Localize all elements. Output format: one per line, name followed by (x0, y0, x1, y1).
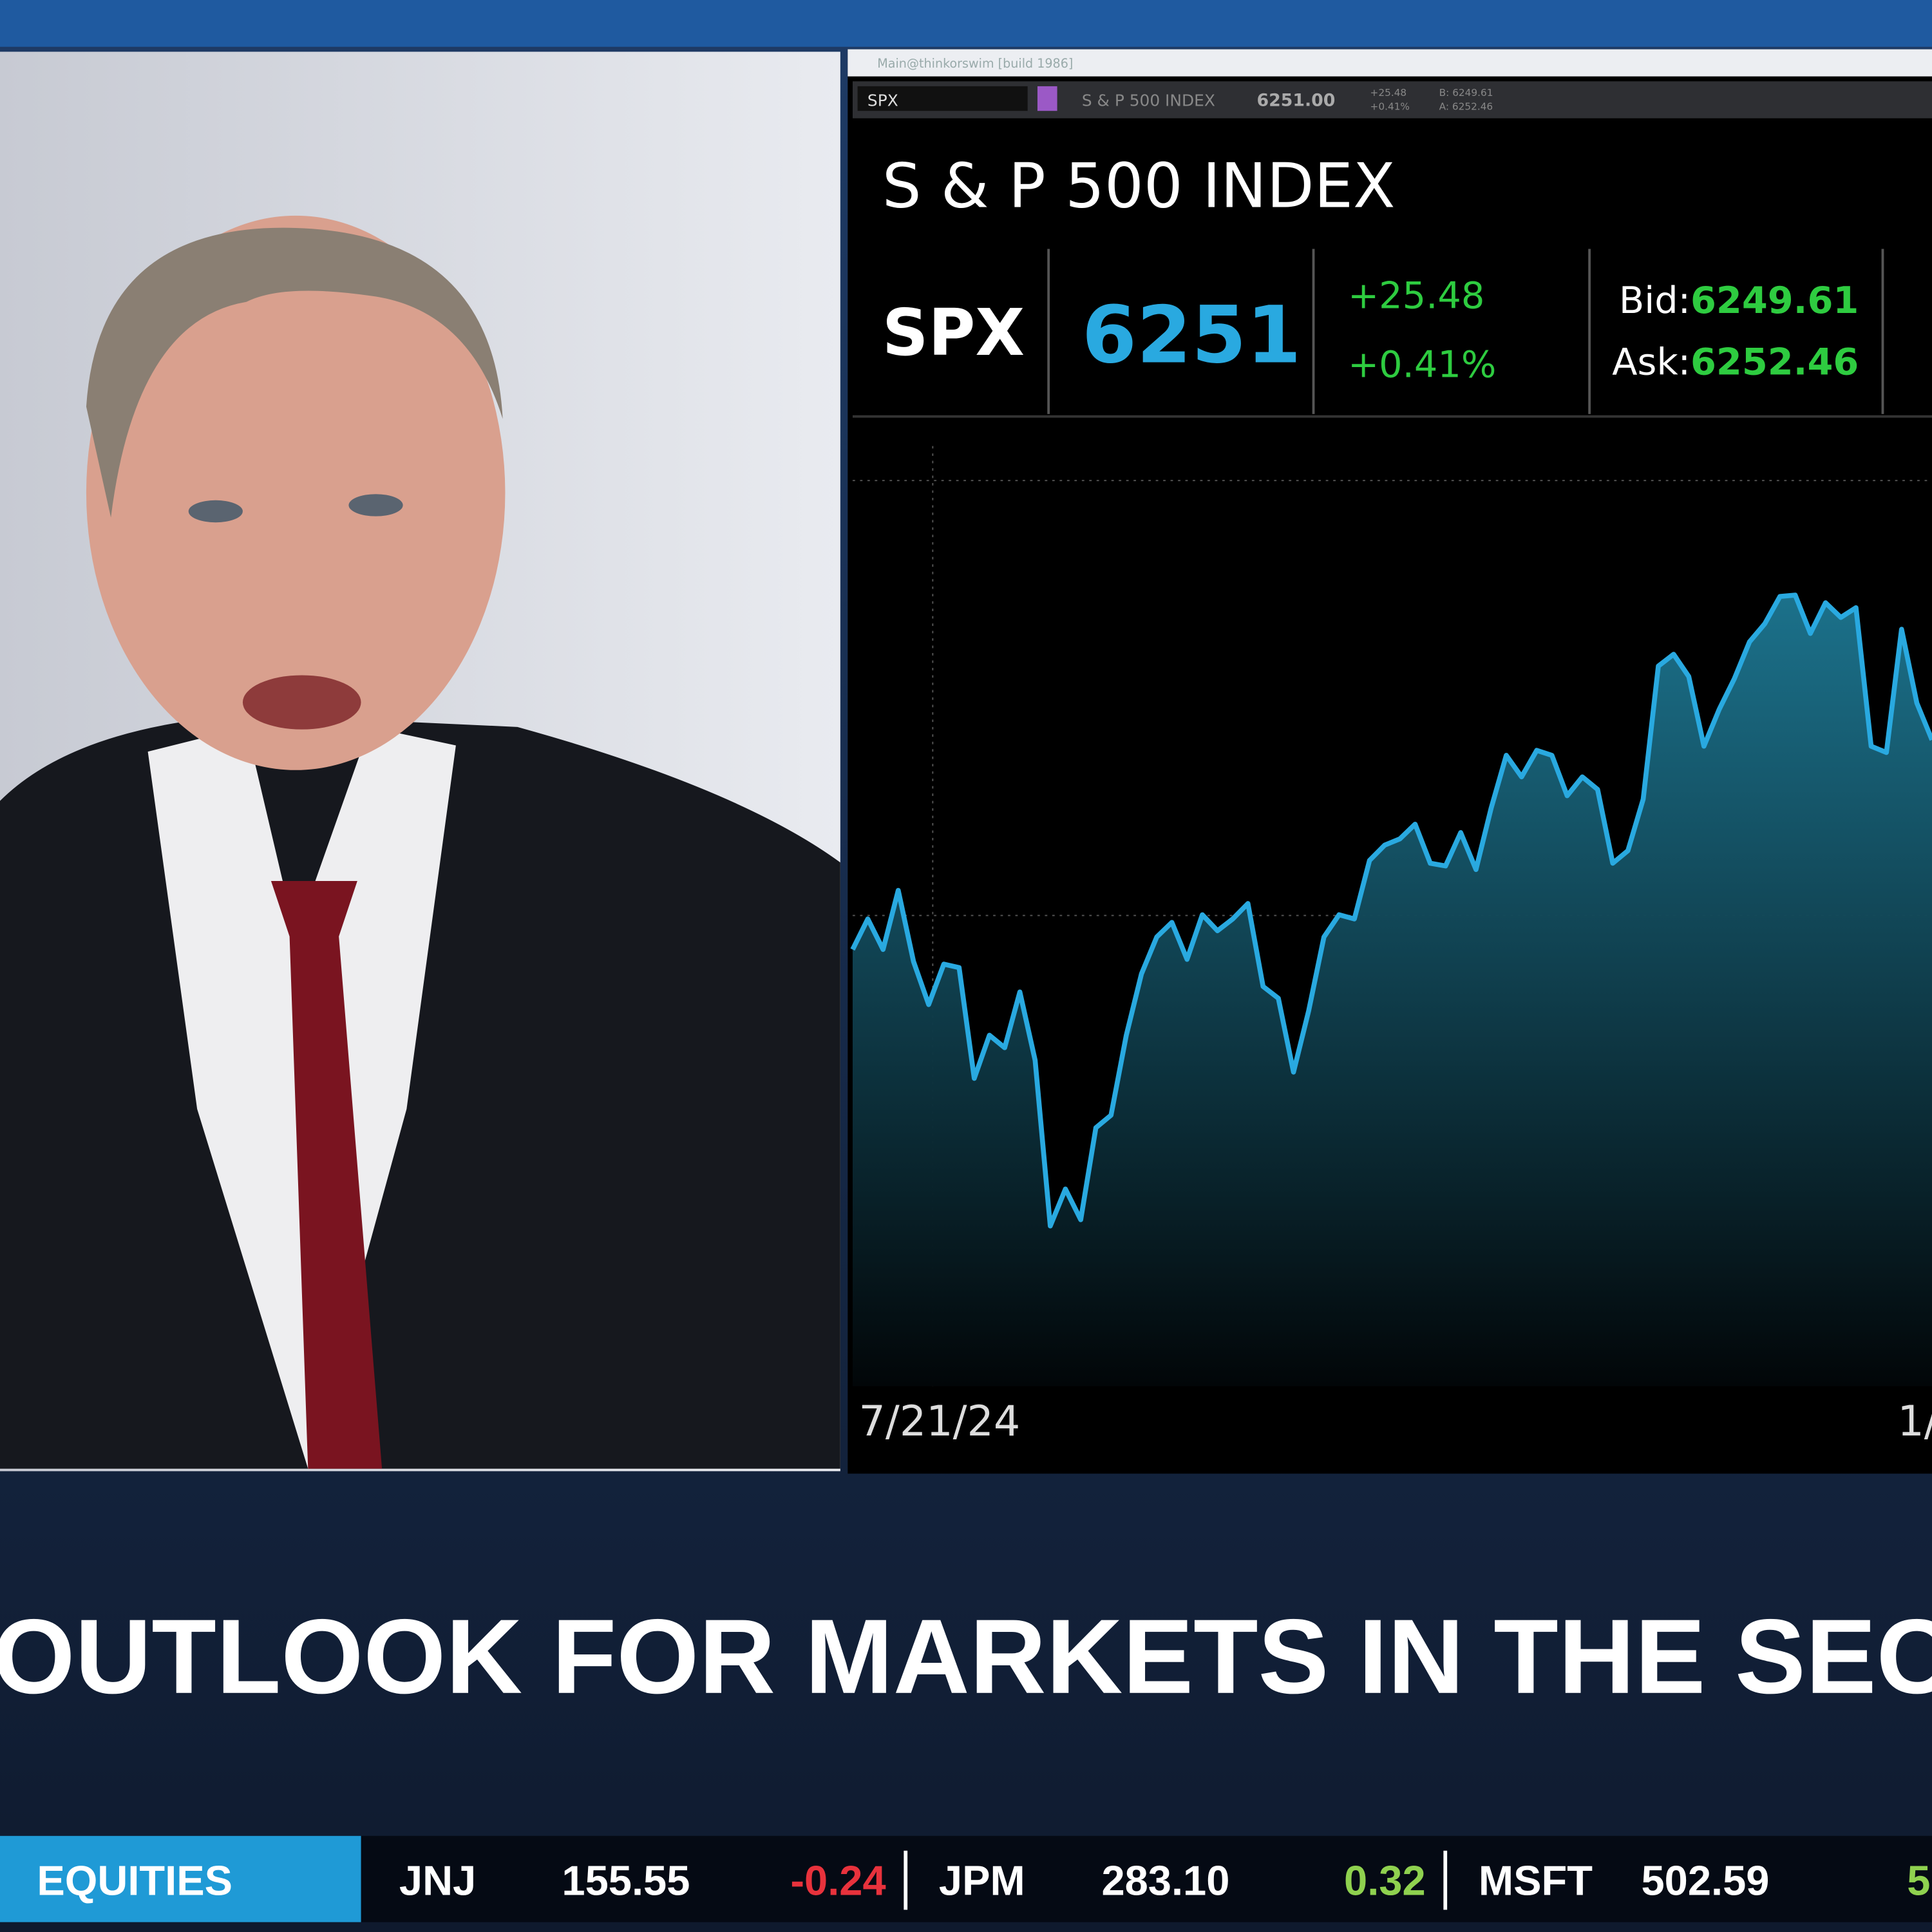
ticker-price: 502.59 (1641, 1857, 1769, 1904)
area-fill (852, 595, 1932, 1387)
ticker-symbol: JPM (939, 1857, 1025, 1904)
ticker-symbol: JNJ (399, 1857, 476, 1904)
toolbar (852, 81, 1932, 118)
window-titlebar (848, 49, 1932, 77)
toolbar-ask: A: 6252.46 (1439, 100, 1493, 112)
quote-dividers (852, 249, 1932, 418)
ticker-label-box (0, 1835, 361, 1922)
bid-label: Bid: (1619, 279, 1690, 322)
ticker-change: -0.24 (790, 1857, 886, 1904)
ask-value: 6252.46 (1690, 341, 1859, 384)
ticker-price: 283.10 (1101, 1857, 1229, 1904)
quote-change-pct: +0.41% (1348, 343, 1496, 386)
headline: OUTLOOK FOR MARKETS IN THE SECO (0, 1597, 1932, 1716)
bid-value: 6249.61 (1690, 279, 1859, 322)
quote-title: S & P 500 INDEX (882, 149, 1396, 222)
quote-symbol: SPX (882, 296, 1025, 370)
chart (850, 592, 1932, 1387)
ticker-items: JNJ 155.55 -0.24 JPM 283.10 0.32 MSFT 502.59 5.9 (399, 1850, 1932, 1910)
ticker-symbol: MSFT (1479, 1857, 1593, 1904)
symbol-box[interactable] (857, 86, 1028, 111)
toolbar-symbol: SPX (867, 91, 898, 110)
ticker-change: 0.32 (1344, 1857, 1426, 1904)
toolbar-last: 6251.00 (1257, 91, 1336, 111)
link-icon[interactable] (1037, 86, 1057, 111)
toolbar-change-pct: +0.41% (1370, 100, 1410, 112)
ask-label: Ask: (1612, 341, 1690, 384)
toolbar-change: +25.48 (1370, 87, 1407, 99)
price-line (850, 592, 1932, 1229)
quote-change: +25.48 (1348, 274, 1484, 317)
toolbar-bid: B: 6249.61 (1439, 87, 1493, 99)
ticker-label: EQUITIES (37, 1857, 232, 1904)
ticker-change: 5.9 (1907, 1857, 1932, 1904)
top-band (0, 0, 1932, 47)
quote-price: 6251 (1082, 289, 1302, 381)
window-title: Main@thinkorswim [build 1986] (877, 56, 1073, 71)
toolbar-name: S & P 500 INDEX (1082, 91, 1215, 110)
presenter (0, 215, 840, 1469)
x-tick-label: 7/21/24 (859, 1397, 1021, 1446)
x-tick-label: 1/ (1897, 1397, 1932, 1446)
ticker-price: 155.55 (562, 1857, 690, 1904)
